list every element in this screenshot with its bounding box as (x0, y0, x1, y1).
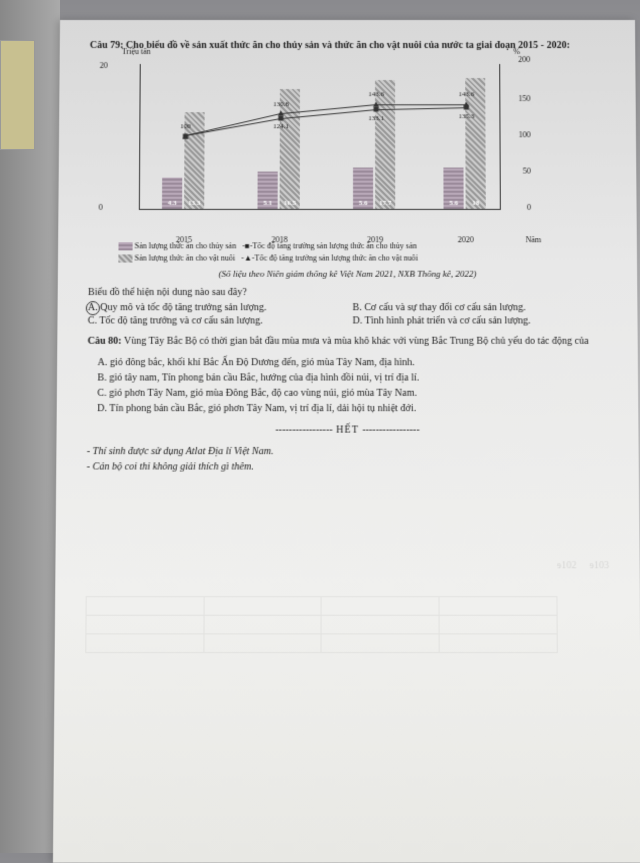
bleed-through: ɘ102 ɘ103 (85, 557, 609, 653)
q80-opt-b: B. gió tây nam, Tín phong bán cầu Bắc, h… (97, 370, 607, 385)
y-right-tick: 150 (518, 94, 530, 103)
x-title: Năm (526, 235, 542, 244)
y-right-tick: 50 (523, 167, 531, 176)
q80-opt-a: A. gió đông bắc, khối khí Bắc Ấn Độ Dươn… (97, 355, 607, 370)
y-right-tick: 200 (518, 55, 530, 64)
q80-opt-c: C. gió phơn Tây Nam, gió mùa Đông Bắc, đ… (97, 386, 608, 401)
line-point (278, 111, 284, 116)
q79-opt-b: B. Cơ cấu và sự thay đổi cơ cấu sản lượn… (353, 302, 608, 313)
y-left-title: Triệu tấn (122, 47, 151, 56)
x-tick: 2018 (272, 235, 288, 244)
bar-thuysan: 5.1 (258, 172, 278, 209)
q80-opt-d: D. Tín phong bán cầu Bắc, gió phơn Tây N… (97, 401, 608, 416)
q80-body: Vùng Tây Bắc Bộ có thời gian bắt đầu mùa… (124, 336, 589, 347)
y-right-tick: 0 (527, 203, 531, 212)
q79-question: Biểu đồ thể hiện nội dung nào sau đây? (88, 287, 607, 298)
x-tick: 2020 (458, 235, 474, 244)
line-point (278, 116, 283, 121)
chart-container: Triệu tấn % 0 20 0 50 100 150 200 4.3 13… (129, 59, 587, 230)
bar-thuysan: 4.3 (162, 178, 182, 209)
q80-text: Câu 80: Câu 80: Vùng Tây Bắc Bộ có thời … (88, 335, 608, 349)
line-label: 135.3 (458, 112, 474, 120)
q79-options: A. Quy mô và tốc độ tăng trưởng sản lượn… (88, 302, 608, 326)
x-tick: 2015 (176, 235, 192, 244)
bar-thuysan: 5.6 (443, 168, 463, 209)
bar-vatnuoi: 17.7 (375, 80, 395, 209)
line-point (463, 102, 469, 107)
line-point (182, 134, 188, 139)
line-label: 130.8 (273, 100, 289, 108)
bar-thuysan: 5.6 (353, 168, 373, 209)
line-label: 133.1 (368, 114, 384, 122)
exam-notes: - Thí sinh được sử dụng Atlat Địa lí Việ… (87, 444, 609, 475)
chart-source: (Số liệu theo Niên giám thống kê Việt Na… (88, 269, 607, 279)
line-label: 100 (180, 122, 191, 130)
x-tick: 2019 (367, 235, 383, 244)
chart-plot: 4.3 13.3 5.1 16.5 5.6 17.7 5.6 18 (139, 64, 501, 210)
line-point (374, 107, 379, 112)
q79-header: Câu 79: Cho biểu đồ về sản xuất thức ăn … (90, 40, 605, 51)
y-left-tick: 0 (99, 203, 103, 212)
line-label: 143.6 (458, 90, 474, 98)
q79-opt-d: D. Tình hình phát triển và cơ cấu sản lư… (353, 315, 608, 326)
q79-opt-a: A. Quy mô và tốc độ tăng trưởng sản lượn… (88, 302, 343, 313)
line-point (373, 102, 379, 107)
y-left-tick: 20 (100, 61, 108, 70)
end-marker: HẾT (87, 424, 608, 435)
line-label: 124.1 (273, 122, 289, 130)
q80-options: A. gió đông bắc, khối khí Bắc Ấn Độ Dươn… (97, 355, 608, 416)
line-label: 143.6 (368, 90, 384, 98)
y-right-tick: 100 (519, 130, 531, 139)
q79-opt-c: C. Tốc độ tăng trưởng và cơ cấu sản lượn… (88, 315, 343, 326)
